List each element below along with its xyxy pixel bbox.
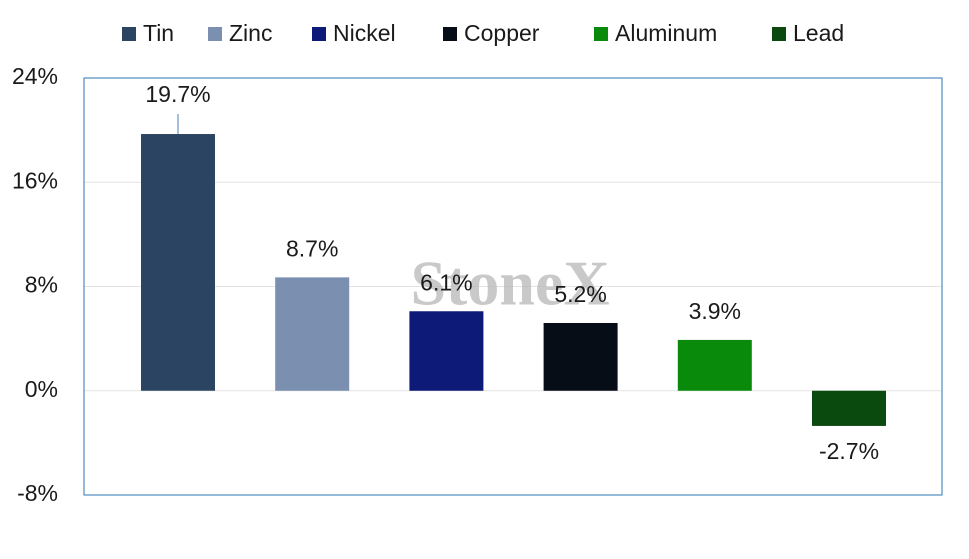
- data-label: 19.7%: [145, 81, 210, 107]
- data-label: -2.7%: [819, 438, 879, 464]
- legend-label: Aluminum: [615, 20, 717, 46]
- bar: [543, 322, 618, 391]
- y-tick-label: 8%: [25, 272, 58, 298]
- legend-label: Zinc: [229, 20, 272, 46]
- data-label: 6.1%: [420, 269, 472, 295]
- watermark: StoneX: [410, 248, 609, 319]
- data-label: 5.2%: [554, 281, 606, 307]
- legend-swatch: [772, 27, 786, 41]
- legend-label: Lead: [793, 20, 844, 46]
- legend-swatch: [312, 27, 326, 41]
- bar: [409, 311, 484, 391]
- y-tick-label: 16%: [12, 167, 58, 193]
- data-label: 8.7%: [286, 235, 338, 261]
- legend-label: Tin: [143, 20, 174, 46]
- legend-swatch: [443, 27, 457, 41]
- plot-border: [83, 77, 943, 496]
- legend-label: Nickel: [333, 20, 396, 46]
- data-label: 3.9%: [689, 298, 741, 324]
- bar: [812, 390, 886, 426]
- legend-swatch: [122, 27, 136, 41]
- legend-swatch: [208, 27, 222, 41]
- bar: [141, 134, 215, 391]
- legend-swatch: [594, 27, 608, 41]
- y-tick-label: 0%: [25, 376, 58, 402]
- y-tick-label: -8%: [17, 480, 58, 506]
- y-tick-label: 24%: [12, 63, 58, 89]
- legend-label: Copper: [464, 20, 540, 46]
- bar: [677, 339, 752, 391]
- bar: [275, 277, 350, 391]
